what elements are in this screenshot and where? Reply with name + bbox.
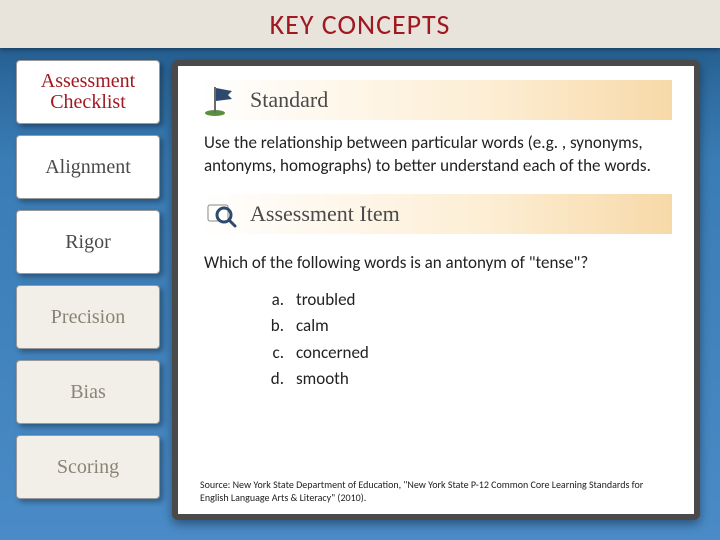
sidebar-item-bias[interactable]: Bias [16,360,160,424]
answer-list: a. troubled b. calm c. concerned d. smoo… [200,287,672,392]
sidebar-item-label: Assessment Checklist [23,71,153,113]
answer-option[interactable]: d. smooth [264,366,672,392]
whiteboard: Standard Use the relationship between pa… [172,60,700,520]
sidebar-item-rigor[interactable]: Rigor [16,210,160,274]
answer-letter: c. [264,340,284,366]
sidebar-item-label: Rigor [65,232,111,253]
sidebar-item-label: Alignment [45,157,131,178]
answer-text: concerned [296,340,369,366]
title-bar: KEY CONCEPTS [0,0,720,48]
sidebar-item-alignment[interactable]: Alignment [16,135,160,199]
answer-letter: a. [264,287,284,313]
source-citation: Source: New York State Department of Edu… [200,479,672,504]
question-text: Which of the following words is an anton… [200,242,672,287]
answer-letter: d. [264,366,284,392]
sidebar-item-label: Scoring [57,457,119,478]
flag-icon [200,82,240,118]
sidebar-item-label: Precision [51,307,125,328]
sidebar: Assessment Checklist Alignment Rigor Pre… [16,60,160,499]
answer-option[interactable]: b. calm [264,313,672,339]
answer-option[interactable]: c. concerned [264,340,672,366]
assessment-item-header: Assessment Item [200,194,672,234]
sidebar-item-assessment-checklist[interactable]: Assessment Checklist [16,60,160,124]
standard-label: Standard [250,87,328,113]
answer-letter: b. [264,313,284,339]
answer-option[interactable]: a. troubled [264,287,672,313]
answer-text: smooth [296,366,349,392]
slide-area: Assessment Checklist Alignment Rigor Pre… [0,48,720,540]
sidebar-item-scoring[interactable]: Scoring [16,435,160,499]
answer-text: troubled [296,287,355,313]
assessment-item-label: Assessment Item [250,201,400,227]
standard-header: Standard [200,80,672,120]
page-title: KEY CONCEPTS [270,7,451,42]
magnifier-icon [200,196,240,232]
standard-text: Use the relationship between particular … [200,128,672,194]
answer-text: calm [296,313,329,339]
sidebar-item-label: Bias [70,382,106,403]
sidebar-item-precision[interactable]: Precision [16,285,160,349]
